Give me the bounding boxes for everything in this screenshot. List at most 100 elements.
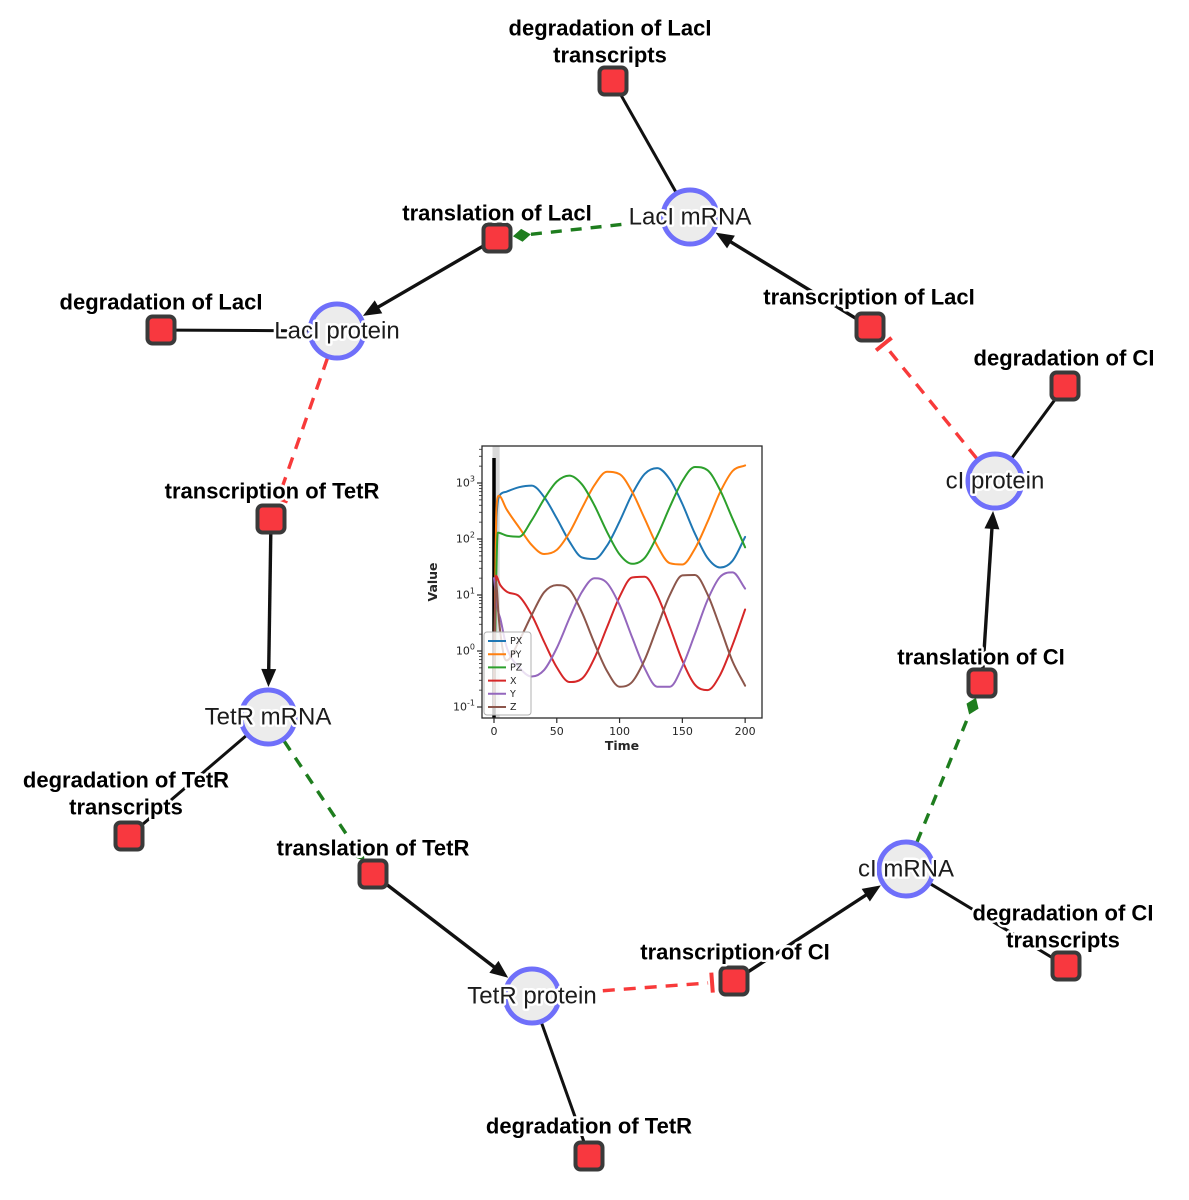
reaction-label-deg-LacI-transcripts: degradation of LacI — [509, 16, 712, 41]
catalysis-diamond-icon — [353, 845, 365, 861]
edge-TetR-mRNA-to-trans-TetR — [282, 740, 365, 861]
edge-cI-mRNA-to-deg-CI-transcripts — [930, 882, 1054, 960]
reaction-node-deg-LacI-transcripts[interactable] — [597, 65, 629, 97]
reaction-node-deg-LacI[interactable] — [145, 314, 177, 346]
catalysis-diamond-icon — [966, 697, 979, 715]
x-axis-label: Time — [605, 738, 639, 753]
reaction-label-trans-TetR: translation of TetR — [277, 836, 470, 861]
y-tick-label: 101 — [456, 587, 475, 602]
reaction-label-deg-TetR: degradation of TetR — [486, 1114, 692, 1139]
species-node-TetR-mRNA[interactable] — [238, 687, 298, 747]
edge-LacI-mRNA-to-trans-LacI — [512, 218, 662, 242]
label-layer: degradation of LacItranscriptstranslatio… — [20, 13, 1157, 1141]
edge-LacI-mRNA-to-deg-LacI-transcripts — [619, 93, 678, 193]
catalysis-diamond-icon — [512, 228, 531, 242]
species-label-LacI-mRNA: LacI mRNA — [629, 204, 752, 231]
reaction-node-deg-TetR-transcripts[interactable] — [113, 820, 145, 852]
node-layer — [113, 65, 1082, 1172]
reaction-label-trans-CI: translation of CI — [897, 645, 1064, 670]
legend-label-PY: PY — [510, 649, 522, 660]
edge-cI-protein-to-txn-LacI — [874, 336, 979, 460]
legend-box — [483, 631, 532, 716]
reaction-node-deg-CI-transcripts[interactable] — [1050, 950, 1082, 982]
reaction-label-deg-LacI-transcripts: transcripts — [553, 43, 667, 68]
inhibition-tee-icon — [874, 336, 893, 352]
x-tick-label: 150 — [672, 725, 693, 738]
y-tick-label: 10-1 — [453, 699, 475, 714]
edge-cI-mRNA-to-trans-CI — [915, 697, 979, 843]
edge-layer — [139, 93, 1058, 1143]
reaction-label-trans-LacI: translation of LacI — [402, 201, 591, 226]
legend-label-Z: Z — [510, 702, 517, 713]
species-label-TetR-protein: TetR protein — [467, 983, 596, 1010]
species-node-TetR-protein[interactable] — [502, 966, 562, 1026]
reaction-label-deg-TetR-transcripts: degradation of TetR — [23, 768, 229, 793]
legend-label-X: X — [510, 676, 517, 687]
chart-series-lines — [493, 464, 747, 708]
arrowhead — [715, 232, 735, 249]
legend-label-PX: PX — [510, 636, 523, 647]
series-line-PY — [493, 464, 747, 699]
x-tick-label: 0 — [491, 725, 498, 738]
reaction-label-deg-CI-transcripts: transcripts — [1006, 928, 1120, 953]
series-line-PZ — [493, 465, 747, 708]
edge-LacI-protein-to-deg-LacI — [175, 328, 309, 333]
species-node-cI-protein[interactable] — [965, 451, 1025, 511]
arrowhead — [861, 885, 881, 902]
y-axis-label: Value — [425, 562, 440, 601]
reaction-label-txn-CI: transcription of CI — [640, 940, 829, 965]
edge-trans-TetR-to-TetR-protein — [383, 881, 509, 978]
species-node-LacI-mRNA[interactable] — [660, 187, 720, 247]
legend-label-Y: Y — [509, 689, 516, 700]
edge-TetR-protein-to-deg-TetR — [540, 1022, 586, 1143]
reaction-node-txn-TetR[interactable] — [255, 503, 287, 535]
species-label-LacI-protein: LacI protein — [274, 318, 399, 345]
reaction-label-deg-LacI: degradation of LacI — [60, 290, 263, 315]
edge-txn-CI-to-cI-mRNA — [745, 885, 881, 975]
reaction-label-deg-CI-transcripts: degradation of CI — [973, 901, 1154, 926]
reaction-node-txn-CI[interactable] — [718, 965, 750, 997]
edge-trans-LacI-to-LacI-protein — [362, 244, 485, 316]
series-line-PX — [493, 467, 747, 699]
reaction-label-deg-CI: degradation of CI — [974, 346, 1155, 371]
y-tick-label: 102 — [456, 531, 475, 546]
arrowhead — [362, 300, 383, 316]
x-tick-label: 100 — [609, 725, 630, 738]
reaction-node-deg-CI[interactable] — [1049, 370, 1081, 402]
reaction-node-trans-CI[interactable] — [966, 667, 998, 699]
edge-txn-TetR-to-TetR-mRNA — [261, 533, 277, 688]
series-line-X — [493, 574, 747, 708]
inhibition-tee-icon — [709, 972, 715, 993]
plot-border — [481, 445, 763, 719]
inhibition-tee-icon — [268, 493, 289, 504]
arrowhead — [489, 960, 509, 978]
edge-trans-CI-to-cI-protein — [981, 510, 1000, 669]
y-tick-label: 100 — [456, 643, 475, 658]
reaction-node-deg-TetR[interactable] — [573, 1140, 605, 1172]
x-tick-label: 50 — [550, 725, 564, 738]
reaction-label-txn-LacI: transcription of LacI — [763, 285, 974, 310]
series-line-Y — [493, 571, 747, 688]
species-node-LacI-protein[interactable] — [307, 301, 367, 361]
reaction-node-trans-LacI[interactable] — [481, 222, 513, 254]
edge-LacI-protein-to-txn-TetR — [268, 357, 329, 504]
chart-legend: PX PY PZ XYZ — [483, 631, 532, 716]
x-tick-label: 200 — [735, 725, 756, 738]
species-label-cI-mRNA: cI mRNA — [858, 856, 954, 883]
species-label-cI-protein: cI protein — [946, 468, 1045, 495]
arrowhead — [261, 668, 277, 688]
edge-TetR-mRNA-to-deg-TetR-transcripts — [139, 734, 247, 828]
species-label-TetR-mRNA: TetR mRNA — [205, 704, 332, 731]
simulation-chart-inset: 0 50 100 150 200 10-1 100 101 102 103 Time Value … — [420, 436, 780, 771]
reaction-node-trans-TetR[interactable] — [357, 858, 389, 890]
species-node-cI-mRNA[interactable] — [876, 839, 936, 899]
arrowhead — [984, 510, 1000, 530]
reaction-node-txn-LacI[interactable] — [854, 311, 886, 343]
reaction-label-deg-TetR-transcripts: transcripts — [69, 795, 183, 820]
y-tick-label: 103 — [456, 475, 475, 490]
edge-cI-protein-to-deg-CI — [1010, 397, 1058, 459]
edge-TetR-protein-to-txn-CI — [560, 972, 715, 996]
